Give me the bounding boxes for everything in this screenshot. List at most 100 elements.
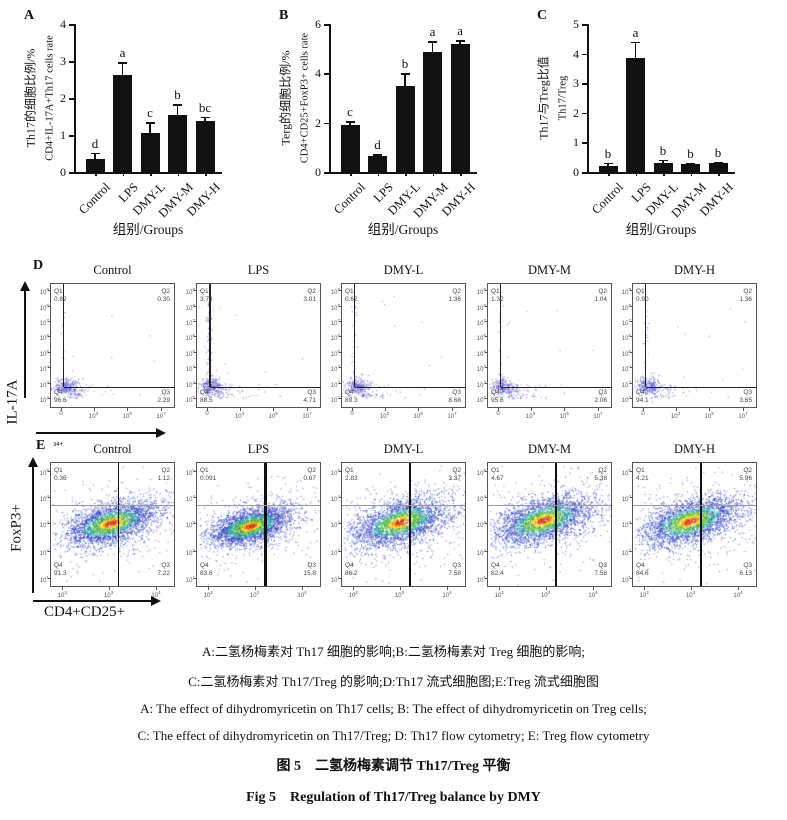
flow-x-tick-label: 103 <box>683 590 699 599</box>
y-minor-tick <box>194 550 197 552</box>
quadrant-label-q1: Q1 <box>636 467 645 474</box>
panel-letter-A: A <box>24 8 35 23</box>
flow-plot-title-LPS: LPS <box>247 263 270 277</box>
x-minor-tick <box>156 586 157 590</box>
flow-x-tick-label-exp: 3 <box>532 411 536 416</box>
flow-x-tick-label: 104 <box>439 590 455 599</box>
flow-x-tick-label-base: 10 <box>203 593 211 599</box>
y-tick-label: 0 <box>573 165 579 179</box>
flow-x-tick-label-exp: 5 <box>275 411 278 416</box>
flow-x-tick-label-base: 10 <box>704 414 712 420</box>
quadrant-label-q3: Q3 <box>598 562 607 569</box>
flow-plot-D-DMY-M: Q1 1.32 Q2 1.04 Q4 95.6 Q3 2.08 109 108 107 106 105 1… <box>477 283 613 420</box>
flow-plot-E-Control: Q1 0.36 Q2 1.12 Q4 91.3 Q3 7.22 105 104 103 102 101 1… <box>40 462 176 599</box>
y-tick-mark <box>69 172 74 174</box>
d-x-axis-arrow-line <box>36 432 156 434</box>
flow-y-tick-label: 104 <box>325 364 340 373</box>
x-tick-mark <box>460 172 462 176</box>
flow-y-tick-label: 105 <box>180 349 195 358</box>
x-minor-tick <box>498 407 499 411</box>
error-bar-cap <box>345 121 355 123</box>
quadrant-label-q4: Q4 <box>491 562 500 569</box>
error-bar-line <box>94 152 96 160</box>
bar-chart-row: A Th17的细胞比例/% CD4+IL-17A+Th17 cells rate 0 1… <box>0 0 787 250</box>
x-minor-tick <box>447 586 448 590</box>
flow-plot-title-DMY-H: DMY-H <box>674 442 715 456</box>
flow-y-tick-label-base: 10 <box>330 496 338 503</box>
flow-y-tick-label-base: 10 <box>39 382 47 389</box>
x-axis-line <box>329 172 477 174</box>
flow-x-tick-label-exp: 3 <box>386 411 390 416</box>
y-minor-tick <box>339 470 342 472</box>
x-tick-mark <box>377 172 379 176</box>
flow-y-tick-label-base: 10 <box>185 550 193 557</box>
sig-letter: b <box>687 145 694 161</box>
gate-horizontal-line <box>646 387 757 389</box>
flow-x-tick-label-exp: 2 <box>64 590 67 595</box>
flow-y-tick-label-base: 10 <box>476 351 484 358</box>
y-minor-tick <box>485 470 488 472</box>
y-minor-tick <box>339 321 342 322</box>
y-tick-label: 2 <box>573 105 579 120</box>
flow-y-tick-label-base: 10 <box>621 367 629 374</box>
flow-y-tick-label-exp: 5 <box>46 348 49 354</box>
y-tick-label: 0 <box>60 165 66 179</box>
quadrant-label-q1: Q1 <box>200 467 209 474</box>
quadrant-value-q2: 3.37 <box>448 475 461 482</box>
flow-plot-title-DMY-M: DMY-M <box>527 263 572 277</box>
quadrant-value-q4: 89.3 <box>345 397 358 404</box>
flow-x-tick-label-base: 10 <box>525 414 533 420</box>
flow-x-tick-label-exp: 4 <box>304 590 307 595</box>
y-tick-label: 2 <box>315 115 321 130</box>
bar-DMY-H <box>195 120 215 172</box>
flow-y-tick-label-base: 10 <box>621 496 629 503</box>
error-bar-line <box>662 159 664 164</box>
y-minor-tick <box>630 336 633 338</box>
y-minor-tick <box>485 523 488 524</box>
flow-x-tick-label-exp: 7 <box>309 411 312 416</box>
quadrant-label-q2: Q2 <box>452 288 461 295</box>
flow-x-tick-label: 103 <box>377 411 393 420</box>
flow-y-tick-label: 109 <box>471 287 486 296</box>
y-minor-tick <box>339 290 342 292</box>
flow-y-tick-label: 106 <box>180 333 195 342</box>
y-tick-label: 5 <box>573 17 579 31</box>
flow-y-tick-label: 103 <box>471 380 486 389</box>
y-minor-tick <box>48 321 51 322</box>
error-bar-line <box>404 73 406 86</box>
flow-x-tick-label-base: 10 <box>494 593 502 599</box>
flow-y-tick-label-base: 10 <box>330 290 338 297</box>
x-tick-mark <box>95 172 97 176</box>
flow-y-tick-label: 107 <box>180 318 195 327</box>
flow-y-tick-label-exp: 1 <box>483 575 486 580</box>
x-minor-tick <box>643 407 644 411</box>
flow-x-tick-label-base: 10 <box>593 414 601 420</box>
flow-x-tick-label-base: 10 <box>302 414 310 420</box>
flow-x-tick-label: 104 <box>730 590 746 599</box>
flow-y-tick-label-exp: 6 <box>337 333 340 339</box>
quadrant-label-q4: Q4 <box>345 389 354 396</box>
sig-letter: c <box>347 104 353 120</box>
flow-y-tick-label-exp: 4 <box>628 364 631 370</box>
flow-y-tick-label-base: 10 <box>621 336 629 343</box>
d-x-axis-arrow-head <box>156 428 166 438</box>
x-tick-mark <box>608 172 610 176</box>
quadrant-value-q1: 4.21 <box>636 475 649 482</box>
flow-scatter-canvas <box>51 463 176 588</box>
flow-x-tick-label: 0 <box>496 411 500 417</box>
flow-y-tick-label-exp: 9 <box>483 287 486 293</box>
quadrant-label-q3: Q3 <box>161 562 170 569</box>
y-minor-tick <box>194 367 197 369</box>
error-bar-line <box>607 162 609 167</box>
flow-y-tick-label-base: 10 <box>39 321 47 327</box>
flow-y-tick-label-exp: 5 <box>483 467 486 473</box>
flow-x-tick-label-base: 10 <box>234 414 242 420</box>
flow-x-tick-label-exp: 4 <box>595 590 598 595</box>
flow-x-tick-label: 107 <box>153 411 169 420</box>
x-minor-tick <box>302 586 303 590</box>
flow-y-tick-label-base: 10 <box>39 397 47 404</box>
flow-x-tick-label-exp: 3 <box>692 590 696 595</box>
y-minor-tick <box>48 351 51 353</box>
flow-plot-D-LPS: Q1 3.73 Q2 3.01 Q4 88.5 Q3 4.71 109 108 107 106 105 1… <box>186 283 322 420</box>
flow-x-tick-label-base: 10 <box>540 593 548 599</box>
